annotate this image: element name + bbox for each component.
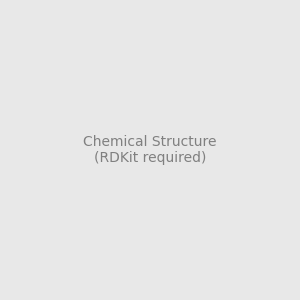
Text: Chemical Structure
(RDKit required): Chemical Structure (RDKit required) [83,135,217,165]
